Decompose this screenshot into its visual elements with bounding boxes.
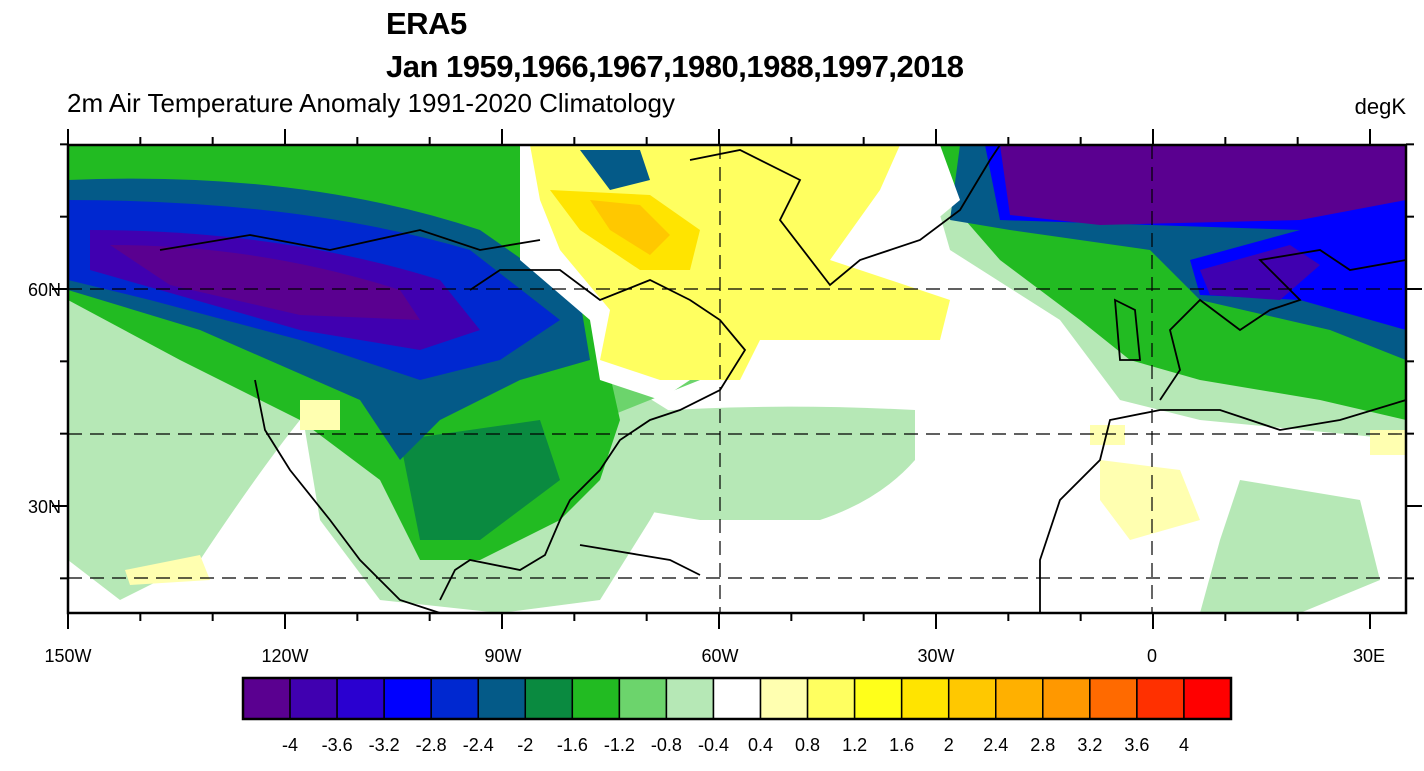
colorbar-label: 1.6: [889, 735, 914, 755]
colorbar-swatch: [242, 677, 291, 720]
colorbar-swatch: [1089, 677, 1138, 720]
tick-labels: 150W 120W 90W 60W 30W 0 30E 60N 30N: [28, 280, 1385, 666]
colorbar-label: -3.2: [369, 735, 400, 755]
x-tick-label: 60W: [701, 646, 738, 666]
anomaly-region: [590, 200, 670, 255]
colorbar-swatch: [995, 677, 1044, 720]
colorbar-swatch: [383, 677, 432, 720]
coastlines: [159, 145, 1406, 613]
colorbar: -4 -3.6 -3.2 -2.8 -2.4 -2 -1.6 -1.2 -0.8 -0.4 0.4 0…: [241, 676, 1233, 755]
colorbar-swatch: [759, 677, 809, 720]
colorbar-swatch: [524, 677, 574, 720]
colorbar-swatch: [618, 677, 668, 720]
colorbar-label: 3.6: [1124, 735, 1149, 755]
x-tick-label: 30E: [1353, 646, 1385, 666]
units-label: degK: [1354, 94, 1406, 119]
colorbar-label: -2.8: [416, 735, 447, 755]
colorbar-label: -1.2: [604, 735, 635, 755]
colorbar-frame: [241, 676, 1233, 721]
graticule: [68, 145, 1406, 613]
anomaly-region: [580, 150, 650, 190]
subtitle: Jan 1959,1966,1967,1980,1988,1997,2018: [386, 49, 964, 84]
colorbar-label: 4: [1179, 735, 1189, 755]
colorbar-label: -0.4: [698, 735, 729, 755]
anomaly-region: [1090, 425, 1125, 445]
x-tick-label: 150W: [44, 646, 91, 666]
colorbar-label: 1.2: [842, 735, 867, 755]
colorbar-label: 0.4: [748, 735, 773, 755]
colorbar-swatch: [806, 677, 856, 720]
anomaly-field: [68, 145, 1406, 613]
colorbar-label: -0.8: [651, 735, 682, 755]
x-tick-label: 0: [1147, 646, 1157, 666]
anomaly-region: [1370, 430, 1406, 455]
y-tick-label: 30N: [28, 497, 61, 517]
colorbar-swatch: [336, 677, 385, 720]
colorbar-swatch: [571, 677, 621, 720]
x-tick-label: 90W: [484, 646, 521, 666]
colorbar-swatch: [665, 677, 715, 720]
anomaly-region: [1200, 480, 1380, 613]
colorbar-swatch: [430, 677, 479, 720]
colorbar-swatch: [900, 677, 950, 720]
colorbar-swatch: [712, 677, 762, 720]
colorbar-swatch: [1042, 677, 1091, 720]
x-tick-label: 120W: [261, 646, 308, 666]
colorbar-label: 2.4: [983, 735, 1008, 755]
colorbar-label: 0.8: [795, 735, 820, 755]
x-tick-label: 30W: [917, 646, 954, 666]
colorbar-swatch: [477, 677, 527, 720]
anomaly-region: [1100, 460, 1200, 540]
anomaly-region: [560, 406, 915, 520]
colorbar-label: -4: [282, 735, 298, 755]
colorbar-label: -1.6: [557, 735, 588, 755]
colorbar-swatch: [1136, 677, 1185, 720]
colorbar-swatch: [289, 677, 338, 720]
colorbar-label: 2.8: [1030, 735, 1055, 755]
colorbar-label: -2: [517, 735, 533, 755]
axis-ticks: [52, 129, 1422, 629]
colorbar-swatch: [853, 677, 903, 720]
colorbar-swatch: [1183, 677, 1232, 720]
anomaly-region: [110, 245, 420, 320]
anomaly-region: [400, 420, 560, 540]
anomaly-region: [300, 400, 340, 430]
anomaly-region: [1000, 145, 1406, 225]
colorbar-label: 2: [944, 735, 954, 755]
colorbar-swatch: [947, 677, 997, 720]
anomaly-region: [1200, 245, 1320, 300]
title: ERA5: [386, 6, 467, 41]
colorbar-label: -3.6: [322, 735, 353, 755]
variable-label: 2m Air Temperature Anomaly 1991-2020 Cli…: [67, 88, 675, 118]
colorbar-label: -2.4: [463, 735, 494, 755]
y-tick-label: 60N: [28, 280, 61, 300]
map-frame: [66, 143, 1408, 615]
colorbar-label: 3.2: [1077, 735, 1102, 755]
